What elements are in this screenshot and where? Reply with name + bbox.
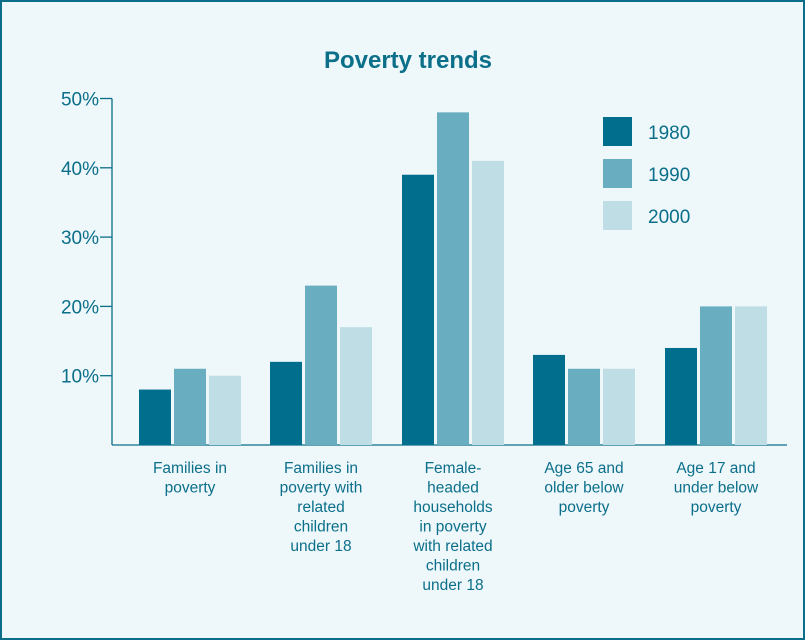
y-axis: 10% 20% 30% 40% 50% (61, 90, 113, 445)
bar-1990 (700, 306, 732, 445)
bar-2000 (735, 306, 767, 445)
bar-2000 (603, 368, 635, 445)
bar-1980 (533, 354, 565, 445)
legend-swatch-1980 (603, 117, 632, 146)
category-label: Age 17 and under below poverty (674, 460, 759, 516)
chart-title: Poverty trends (324, 47, 492, 74)
category-labels: Families in poverty Families in poverty wit… (153, 460, 759, 594)
bar-1990 (568, 368, 600, 445)
category-label: Families in poverty with related children un… (280, 460, 363, 555)
y-tick-label: 30% (61, 228, 99, 249)
legend-swatch-2000 (603, 201, 632, 230)
bar-1990 (305, 285, 337, 445)
bars (139, 112, 767, 446)
bar-1990 (437, 112, 469, 446)
category-label: Age 65 and older below poverty (544, 460, 624, 516)
legend-label: 2000 (648, 207, 690, 228)
category-label: Female-headed households in poverty with re… (412, 460, 493, 594)
bar-2000 (209, 375, 241, 445)
y-tick-label: 20% (61, 297, 99, 318)
y-tick-label: 10% (61, 367, 99, 388)
bar-2000 (472, 160, 504, 445)
y-tick-label: 50% (61, 90, 99, 111)
y-tick-label: 40% (61, 159, 99, 180)
bar-1980 (270, 361, 302, 445)
bar-2000 (340, 327, 372, 445)
bar-1980 (139, 389, 171, 445)
bar-1990 (174, 368, 206, 445)
legend-label: 1980 (648, 123, 690, 144)
bar-1980 (665, 347, 697, 445)
bar-1980 (402, 174, 434, 446)
category-label: Families in poverty (153, 460, 227, 497)
legend-label: 1990 (648, 165, 690, 186)
legend: 1980 1990 2000 (603, 117, 690, 230)
legend-swatch-1990 (603, 159, 632, 188)
